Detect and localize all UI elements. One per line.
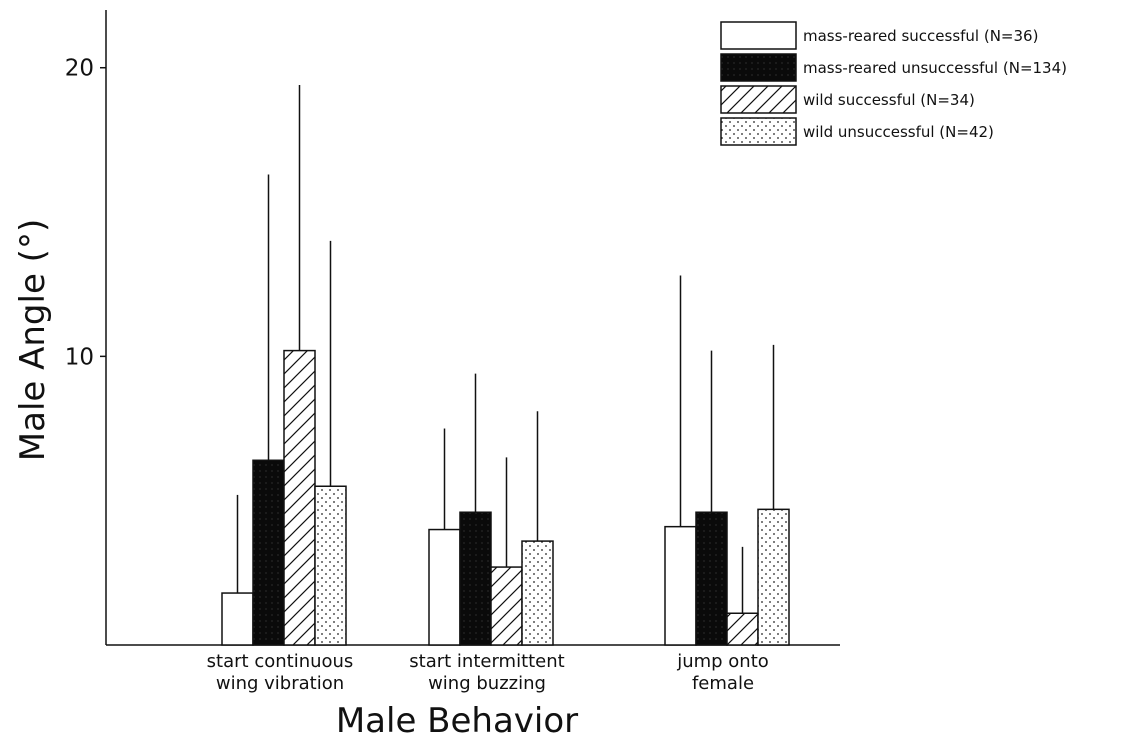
bar [490,566,523,646]
y-tick-label: 10 [65,344,94,370]
bar [757,508,790,646]
category-label: start continuous wing vibration [207,651,354,694]
y-tick-label: 20 [65,56,94,82]
x-axis-label: Male Behavior [336,701,578,741]
bar [695,511,728,646]
legend-label: wild unsuccessful (N=42) [803,123,994,141]
bar [221,592,254,646]
bar [459,511,492,646]
category-label: start intermittent wing buzzing [409,651,564,694]
category-label: jump onto female [676,651,769,694]
bar [726,612,759,646]
bar [252,459,285,646]
legend-swatch [720,53,797,82]
bars [221,349,790,646]
legend-label: mass-reared successful (N=36) [803,27,1038,45]
error-bars [236,85,775,614]
bar [521,540,554,646]
legend: mass-reared successful (N=36) mass-reared… [720,21,1067,146]
y-ticks: 10 20 [65,56,106,370]
legend-label: mass-reared unsuccessful (N=134) [803,59,1067,77]
bar [283,349,316,646]
bar [664,525,697,646]
legend-swatch [720,85,797,114]
legend-label: wild successful (N=34) [803,91,975,109]
legend-swatch [720,21,797,50]
category-labels: start continuous wing vibration start inte… [207,651,769,694]
bar [428,528,461,646]
y-axis-label: Male Angle (°) [13,219,53,461]
bar [314,485,347,646]
legend-swatch [720,117,797,146]
